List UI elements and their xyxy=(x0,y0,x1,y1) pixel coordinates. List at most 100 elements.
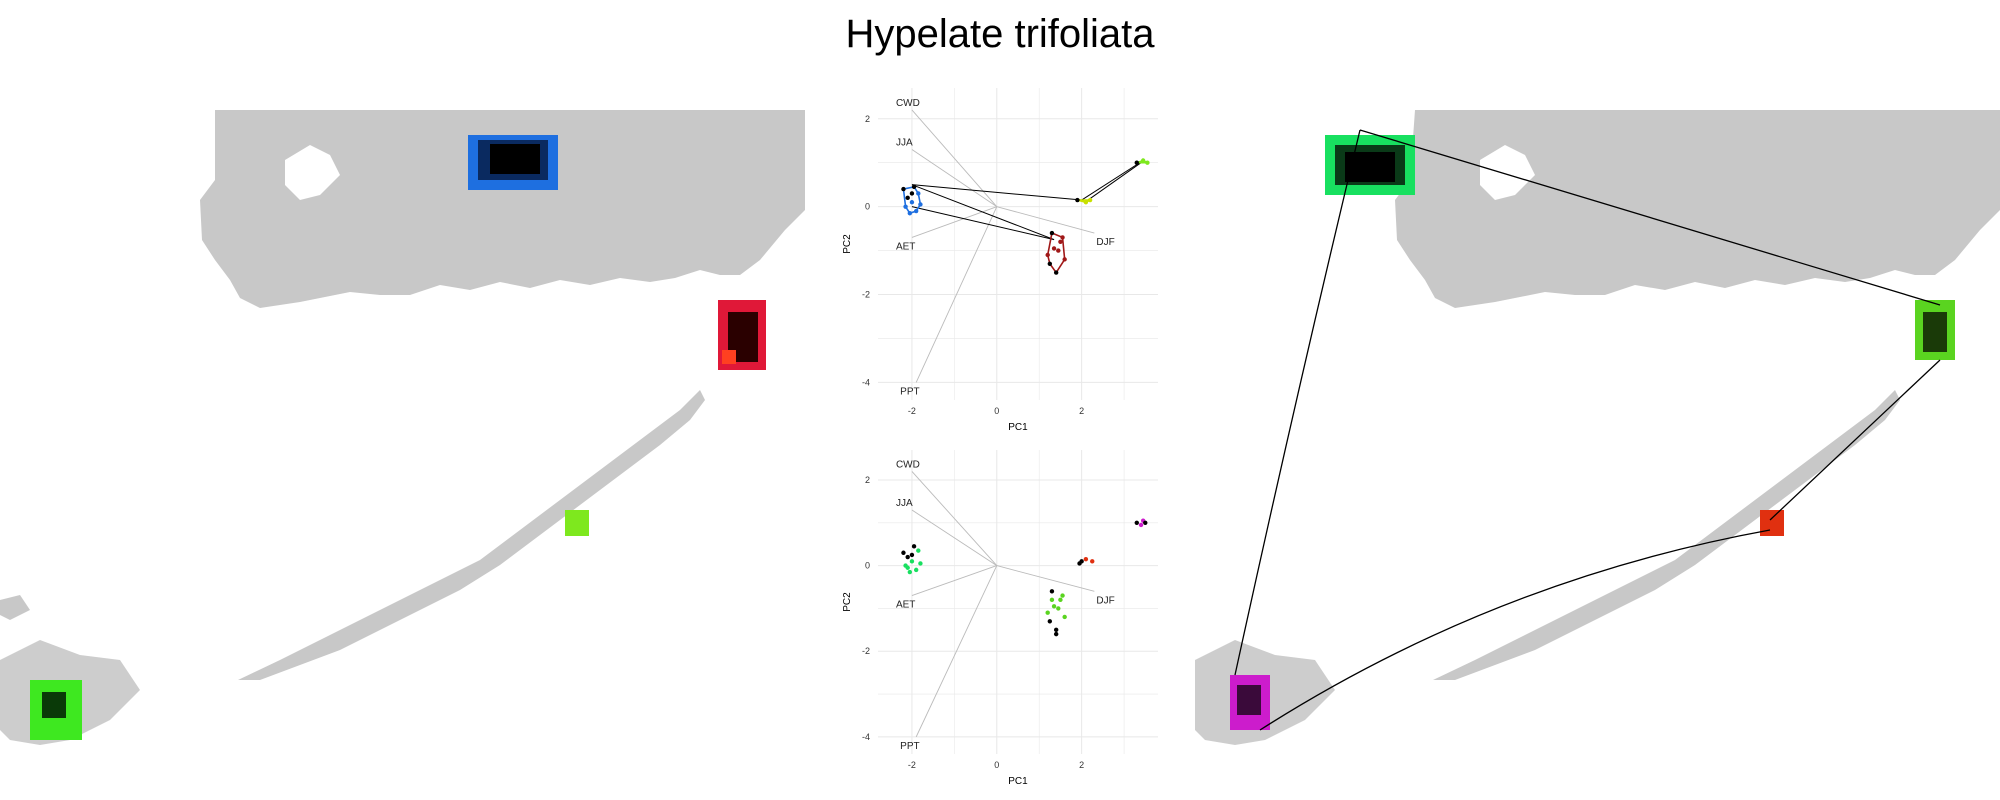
data-point xyxy=(911,184,917,190)
loading-vector xyxy=(996,206,1095,234)
loading-label: PPT xyxy=(900,741,919,752)
data-point xyxy=(1051,246,1057,251)
data-point xyxy=(1051,604,1057,609)
data-point xyxy=(905,554,910,560)
y-tick-label: -4 xyxy=(862,377,870,387)
loading-vector xyxy=(915,565,998,738)
data-point xyxy=(1145,160,1150,165)
data-point xyxy=(1083,200,1089,205)
series-hull xyxy=(1136,159,1148,164)
data-point xyxy=(1056,248,1061,253)
data-point xyxy=(903,204,908,209)
land-mass xyxy=(0,110,805,745)
data-point xyxy=(901,550,906,555)
range-blue xyxy=(468,135,558,190)
loading-label: PPT xyxy=(900,386,919,397)
pca-biplot-top: -2 0 2 -4 -2 0 2 PC1 PC2 CWD JJA AET DJF PPT xyxy=(842,88,1158,433)
data-point xyxy=(1058,597,1063,603)
y-axis-label: PC2 xyxy=(842,592,853,612)
data-point xyxy=(1138,522,1144,528)
page-title: Hypelate trifoliata xyxy=(845,12,1155,56)
loading-label: CWD xyxy=(896,98,920,109)
land-mass xyxy=(1195,110,2000,745)
loading-label: AET xyxy=(896,600,915,611)
range-green xyxy=(30,680,82,740)
range-red xyxy=(718,300,766,370)
y-tick-label: -2 xyxy=(862,646,870,656)
data-point xyxy=(909,552,915,558)
x-axis-label: PC1 xyxy=(1008,776,1028,787)
y-tick-label: 0 xyxy=(865,561,870,571)
data-point xyxy=(1045,610,1050,615)
y-tick-label: -2 xyxy=(862,290,870,300)
y-tick-label: 2 xyxy=(865,114,870,124)
data-point xyxy=(1053,270,1059,275)
data-point xyxy=(913,567,919,573)
data-point xyxy=(1062,614,1067,620)
data-point xyxy=(918,561,923,566)
data-point xyxy=(1053,627,1059,633)
loading-vector xyxy=(915,206,998,383)
loading-vector xyxy=(911,149,998,208)
connection-line xyxy=(1081,160,1144,201)
data-point xyxy=(1058,239,1063,245)
grid xyxy=(878,450,1158,754)
loading-label: AET xyxy=(896,241,915,252)
data-point xyxy=(1140,158,1146,163)
data-point xyxy=(1077,561,1082,566)
data-point xyxy=(1090,559,1095,564)
x-tick-label: 0 xyxy=(994,760,999,770)
data-point xyxy=(1047,261,1053,266)
data-point xyxy=(909,200,915,205)
data-point xyxy=(905,195,910,201)
x-tick-label: 2 xyxy=(1079,760,1084,770)
left-range-map xyxy=(0,110,805,745)
y-axis-label: PC2 xyxy=(842,234,853,254)
data-point xyxy=(1053,631,1059,637)
data-point xyxy=(1049,589,1055,594)
data-point xyxy=(916,191,921,196)
data-point xyxy=(909,191,915,196)
grid xyxy=(878,88,1158,400)
right-range-map xyxy=(1195,110,2000,745)
series-hull xyxy=(1077,199,1091,204)
data-point xyxy=(1060,593,1065,598)
connection-line xyxy=(1087,162,1142,201)
data-point xyxy=(1083,556,1089,562)
x-tick-label: 0 xyxy=(994,406,999,416)
loading-vector xyxy=(996,565,1095,592)
data-point xyxy=(1060,235,1065,240)
data-point xyxy=(1045,252,1050,258)
range-orange-red xyxy=(1760,510,1784,536)
connection-line xyxy=(911,184,1082,201)
loading-label: CWD xyxy=(896,459,920,470)
data-point xyxy=(1134,160,1139,165)
data-point xyxy=(918,202,923,207)
data-point xyxy=(1056,606,1061,611)
range-green xyxy=(1325,135,1415,195)
range-lime-green xyxy=(1915,300,1955,360)
y-tick-label: 2 xyxy=(865,475,870,485)
data-point xyxy=(1062,257,1067,262)
data-point xyxy=(1049,597,1055,603)
data-point xyxy=(911,544,917,549)
connection-line xyxy=(911,184,1055,241)
loading-vector xyxy=(911,509,998,566)
data-point xyxy=(1075,197,1080,203)
pca-biplot-bottom: -2 0 2 -4 -2 0 2 PC1 PC2 CWD JJA AET DJF PPT xyxy=(842,450,1158,787)
data-point xyxy=(907,211,913,216)
loading-vector xyxy=(911,565,997,597)
connection-line xyxy=(911,206,1055,241)
x-tick-label: -2 xyxy=(908,406,916,416)
range-connections xyxy=(1234,129,1941,731)
loading-label: JJA xyxy=(896,498,913,509)
data-point xyxy=(905,565,910,570)
data-point xyxy=(1047,619,1053,624)
loading-vector xyxy=(911,109,998,207)
data-point xyxy=(913,208,919,214)
data-point xyxy=(1143,520,1148,525)
x-tick-label: -2 xyxy=(908,760,916,770)
loading-vector xyxy=(911,471,998,566)
loading-label: DJF xyxy=(1096,595,1114,606)
data-point xyxy=(907,569,913,575)
